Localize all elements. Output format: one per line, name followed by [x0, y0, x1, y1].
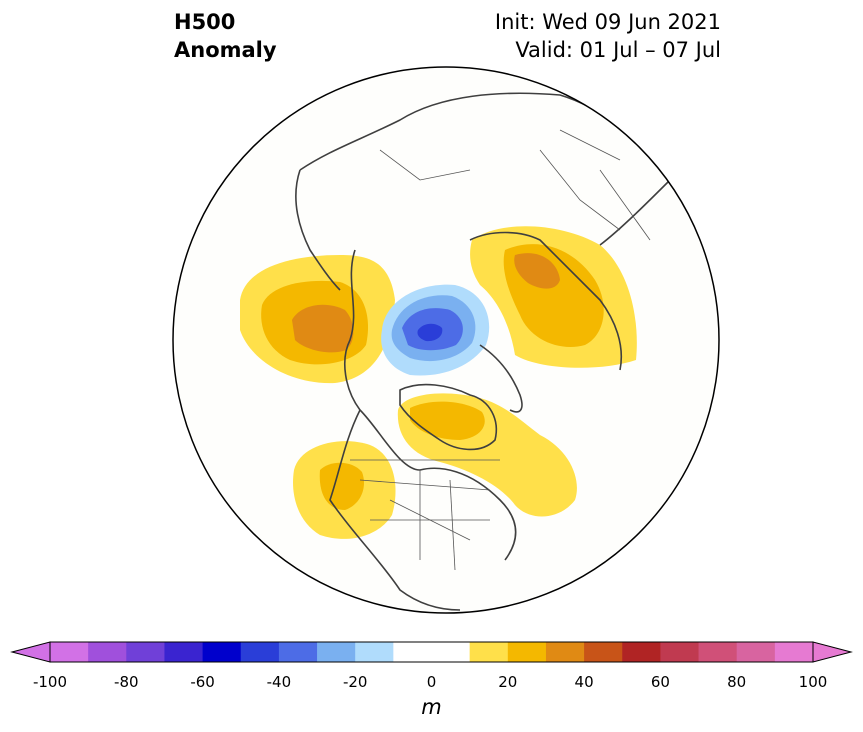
colorbar-segment — [660, 642, 700, 662]
colorbar-tick-label: 20 — [498, 673, 518, 691]
colorbar-segment — [584, 642, 623, 662]
colorbar-tick-label: -80 — [114, 673, 139, 691]
colorbar-border — [49, 641, 814, 663]
colorbar-segment — [469, 642, 509, 662]
colorbar-extend-max — [812, 641, 853, 663]
colorbar-tick-label: 80 — [727, 673, 747, 691]
title-right: Init: Wed 09 Jun 2021 Valid: 01 Jul – 07… — [495, 8, 721, 64]
colorbar-extend-min — [10, 641, 51, 663]
colorbar-tick-label: 40 — [574, 673, 594, 691]
colorbar-segment — [355, 642, 394, 662]
title-type: Anomaly — [174, 38, 277, 62]
anomaly-arctic-40 — [417, 323, 443, 342]
colorbar-tick-label: -60 — [190, 673, 215, 691]
colorbar-segment — [317, 642, 356, 662]
colorbar-segment — [126, 642, 165, 662]
colorbar-segment — [622, 642, 661, 662]
colorbar-tick-label: -20 — [342, 673, 368, 691]
colorbar-segment — [507, 642, 547, 662]
title-variable: H500 — [174, 10, 236, 34]
colorbar-segment — [431, 642, 471, 662]
colorbar-unit-label: m — [421, 695, 442, 719]
colorbar-segment — [88, 642, 127, 662]
title-left: H500 Anomaly — [174, 8, 277, 64]
colorbar-segment — [698, 642, 738, 662]
map-boundary — [172, 66, 720, 614]
colorbar-segment — [202, 642, 242, 662]
colorbar-segment — [278, 642, 318, 662]
colorbar-segment — [736, 642, 776, 662]
colorbar-segment — [240, 642, 280, 662]
init-date: Init: Wed 09 Jun 2021 — [494, 10, 721, 34]
colorbar-tick-label: 100 — [798, 673, 828, 691]
colorbar-segment — [50, 642, 89, 662]
anomaly-canada-20 — [410, 401, 485, 440]
polar-map — [172, 66, 720, 614]
colorbar-tick-label: 0 — [426, 673, 437, 691]
anomaly-alaska-30 — [292, 304, 354, 353]
colorbar-tick-label: -40 — [266, 673, 292, 691]
colorbar-tick-label: 60 — [650, 673, 670, 691]
colorbar — [10, 641, 853, 663]
valid-range: Valid: 01 Jul – 07 Jul — [515, 38, 721, 62]
colorbar-tick-label: -100 — [32, 673, 68, 691]
colorbar-segment — [545, 642, 585, 662]
colorbar-segment — [774, 642, 814, 662]
colorbar-segment — [393, 642, 432, 662]
borders — [350, 129, 651, 571]
anomaly-siberia-30 — [514, 253, 560, 289]
colorbar-segment — [164, 642, 204, 662]
